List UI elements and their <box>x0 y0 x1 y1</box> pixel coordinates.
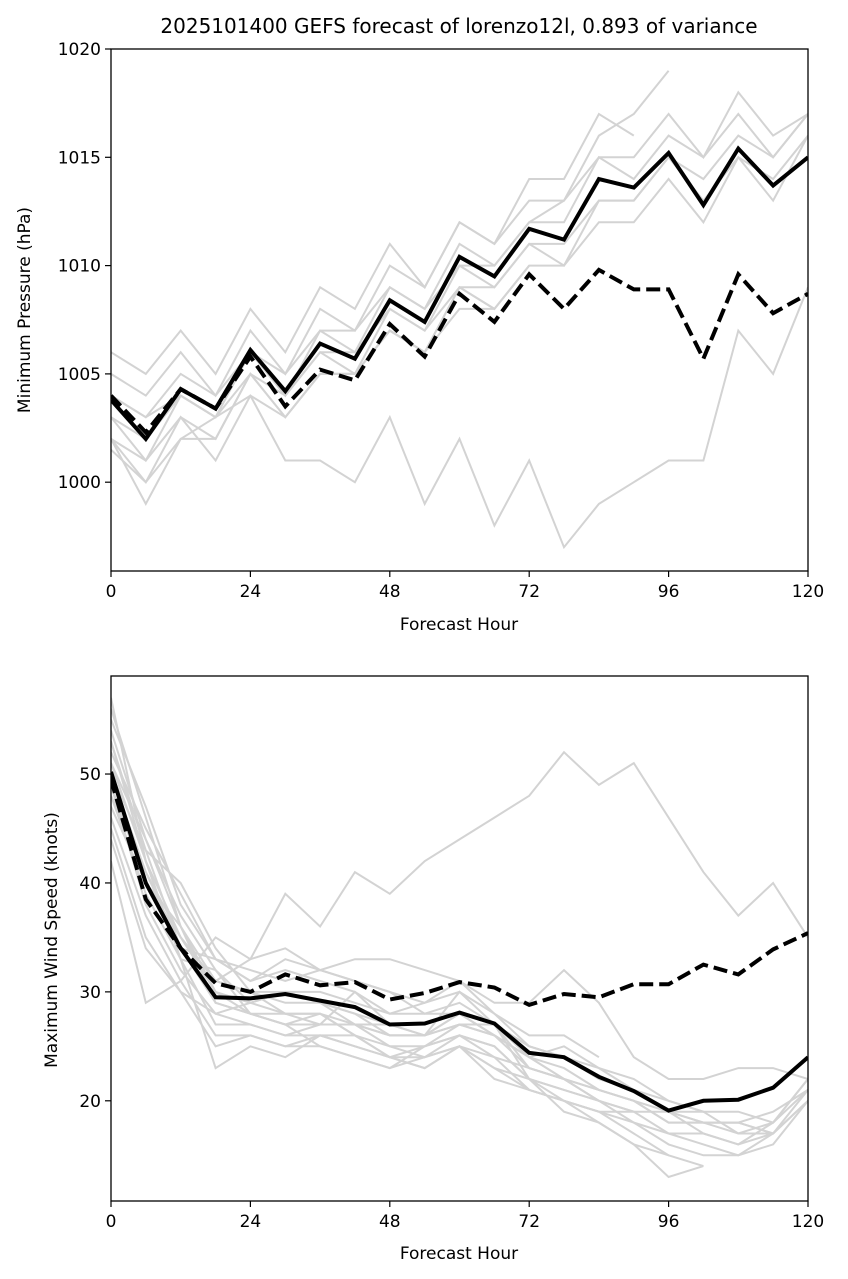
pressure-y-tick-label: 1015 <box>58 148 101 168</box>
pressure-x-axis-label: Forecast Hour <box>400 615 518 635</box>
pressure-x-tick-label: 72 <box>518 582 540 602</box>
wind-reconstruction-line <box>111 778 808 1008</box>
pressure-y-tick-label: 1010 <box>58 257 101 277</box>
pressure-x-ticks: 0 24 48 72 96 120 <box>106 571 824 602</box>
pressure-x-tick-label: 120 <box>792 582 824 602</box>
pressure-reconstruction-line <box>111 267 808 436</box>
pressure-y-tick-label: 1005 <box>58 365 101 385</box>
pressure-x-tick-label: 24 <box>240 582 262 602</box>
wind-series-lines <box>111 771 808 1113</box>
wind-y-tick-label: 50 <box>79 765 101 785</box>
chart-title: 2025101400 GEFS forecast of lorenzo12l, … <box>160 14 757 38</box>
pressure-y-tick-label: 1020 <box>58 40 101 60</box>
pressure-member-line-1 <box>111 112 635 376</box>
wind-member-lines <box>111 697 808 1179</box>
pressure-panel: 0 24 48 72 96 120 1000 1005 1010 1015 1020 Foreca… <box>15 40 824 635</box>
wind-member-line-15 <box>111 795 704 1113</box>
wind-x-tick-label: 24 <box>240 1212 262 1232</box>
pressure-member-line-3 <box>111 90 808 419</box>
wind-member-line-1 <box>111 697 808 983</box>
pressure-series-lines <box>111 145 808 443</box>
pressure-x-tick-label: 48 <box>379 582 401 602</box>
pressure-member-lines <box>111 70 808 550</box>
wind-y-ticks: 20 30 40 50 <box>79 765 111 1112</box>
pressure-y-axis-label: Minimum Pressure (hPa) <box>15 207 35 413</box>
wind-y-tick-label: 20 <box>79 1092 101 1112</box>
pressure-member-line-6 <box>111 134 808 463</box>
pressure-member-line-9 <box>111 307 495 484</box>
wind-y-axis-label: Maximum Wind Speed (knots) <box>42 812 62 1068</box>
wind-y-tick-label: 40 <box>79 874 101 894</box>
wind-x-axis-label: Forecast Hour <box>400 1244 518 1264</box>
pressure-x-tick-label: 0 <box>106 582 117 602</box>
wind-ensemble-mean-line <box>111 771 808 1113</box>
pressure-x-tick-label: 96 <box>658 582 680 602</box>
wind-x-tick-label: 96 <box>658 1212 680 1232</box>
wind-y-tick-label: 30 <box>79 983 101 1003</box>
wind-x-tick-label: 0 <box>106 1212 117 1232</box>
wind-x-tick-label: 72 <box>518 1212 540 1232</box>
wind-x-ticks: 0 24 48 72 96 120 <box>106 1201 824 1232</box>
wind-member-line-17 <box>111 839 808 1135</box>
pressure-member-line-2 <box>111 70 670 398</box>
wind-axes-frame <box>110 675 809 1202</box>
wind-member-line-7 <box>111 795 774 1146</box>
wind-x-tick-label: 120 <box>792 1212 824 1232</box>
wind-x-tick-label: 48 <box>379 1212 401 1232</box>
pressure-y-tick-label: 1000 <box>58 473 101 493</box>
pressure-axes-frame <box>110 48 809 572</box>
pressure-y-ticks: 1000 1005 1010 1015 1020 <box>58 40 111 493</box>
wind-panel: 0 24 48 72 96 120 20 30 40 50 Forecast Hour Maxi… <box>42 675 824 1264</box>
pressure-member-line-10 <box>111 286 808 550</box>
